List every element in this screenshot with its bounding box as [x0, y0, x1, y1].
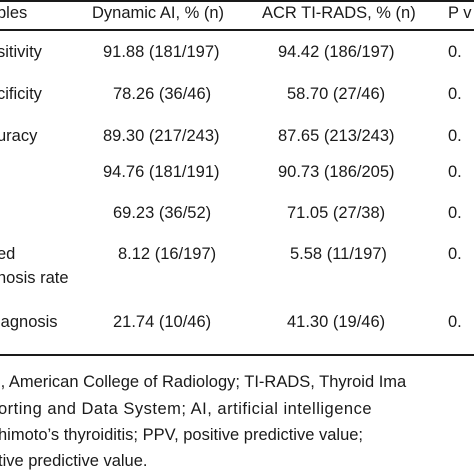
cell-dynamic-ai: 91.88 (181/197) [103, 43, 220, 61]
row-label: iagnosis [0, 313, 58, 331]
header-dynamic-ai: Dynamic AI, % (n) [92, 4, 225, 22]
cell-dynamic-ai: 8.12 (16/197) [118, 245, 217, 263]
row-label-continued: nosis rate [0, 269, 69, 287]
cell-p-value: 0. [448, 85, 462, 103]
bottom-rule [0, 354, 474, 356]
cell-p-value: 0. [448, 43, 462, 61]
cell-acr-tirads: 41.30 (19/46) [287, 313, 386, 331]
cell-dynamic-ai: 94.76 (181/191) [103, 163, 220, 181]
footnote-line: tive predictive value. [0, 452, 148, 470]
cell-acr-tirads: 71.05 (27/38) [287, 204, 386, 222]
cell-p-value: 0. [448, 204, 462, 222]
cell-p-value: 0. [448, 163, 462, 181]
row-label: ed [0, 245, 16, 263]
footnote-line: orting and Data System; AI, artificial i… [0, 400, 373, 418]
cell-acr-tirads: 90.73 (186/205) [278, 163, 395, 181]
cell-dynamic-ai: 21.74 (10/46) [113, 313, 212, 331]
cell-p-value: 0. [448, 313, 462, 331]
cell-p-value: 0. [448, 127, 462, 145]
header-rule [0, 29, 474, 31]
row-label: cificity [0, 85, 42, 103]
top-rule [0, 0, 474, 2]
cell-acr-tirads: 58.70 (27/46) [287, 85, 386, 103]
row-label: uracy [0, 127, 38, 145]
cell-acr-tirads: 94.42 (186/197) [278, 43, 395, 61]
row-label: sitivity [0, 43, 42, 61]
cell-acr-tirads: 87.65 (213/243) [278, 127, 395, 145]
header-acr-tirads: ACR TI-RADS, % (n) [262, 4, 416, 22]
cell-dynamic-ai: 78.26 (36/46) [113, 85, 212, 103]
footnote-line: I, American College of Radiology; TI-RAD… [0, 373, 407, 391]
cell-acr-tirads: 5.58 (11/197) [290, 245, 387, 263]
cell-dynamic-ai: 89.30 (217/243) [103, 127, 220, 145]
footnote-line: himoto’s thyroiditis; PPV, positive pred… [0, 426, 364, 444]
header-variables: bles [0, 4, 28, 22]
header-p-value: P v [448, 4, 472, 22]
cell-dynamic-ai: 69.23 (36/52) [113, 204, 212, 222]
cell-p-value: 0. [448, 245, 462, 263]
